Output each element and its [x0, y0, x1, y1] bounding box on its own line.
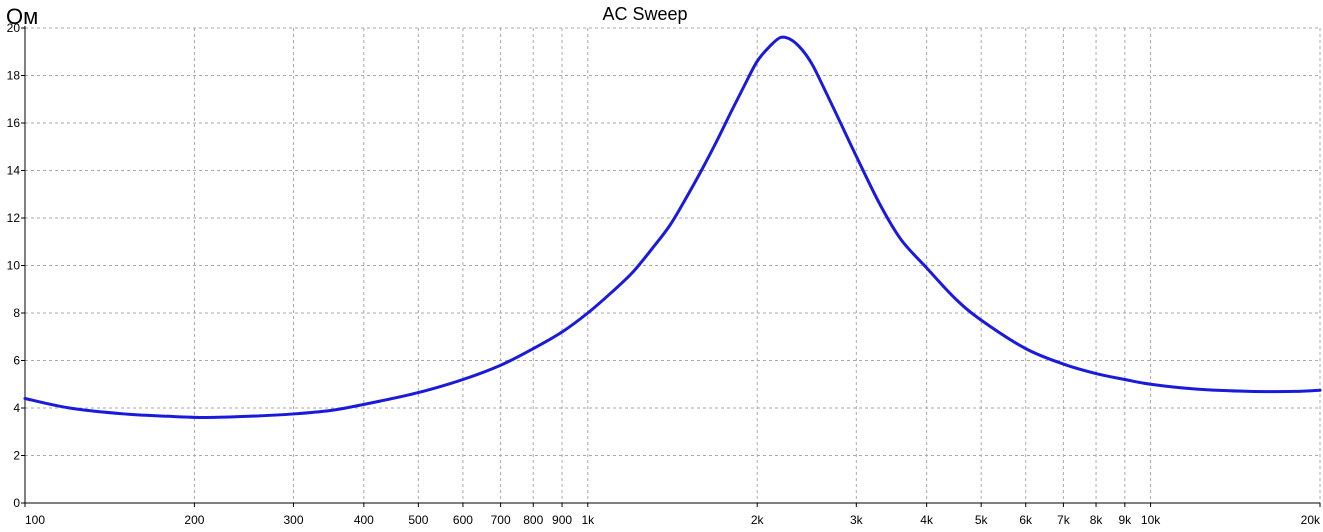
x-tick-label: 20k: [1301, 513, 1321, 527]
axes: [21, 26, 1321, 507]
x-tick-label: 700: [491, 513, 511, 527]
x-tick-label: 5k: [975, 513, 989, 527]
y-tick-label: 18: [7, 69, 21, 83]
x-tick-label: 200: [184, 513, 204, 527]
y-tick-label: 6: [13, 354, 20, 368]
y-axis-unit-label: Ом: [6, 4, 38, 29]
x-tick-label: 3k: [850, 513, 864, 527]
x-tick-label: 9k: [1118, 513, 1132, 527]
x-tick-label: 600: [453, 513, 473, 527]
x-tick-label: 900: [552, 513, 572, 527]
y-tick-label: 20: [7, 21, 21, 35]
impedance-series-line: [23, 35, 1322, 419]
x-tick-label: 500: [408, 513, 428, 527]
tick-labels: 100 200 300 400 500 600 700 800 900 1k 2k 3k 4k 5k 6k 7…: [7, 21, 1321, 527]
y-tick-label: 4: [13, 401, 20, 415]
chart-title: AC Sweep: [602, 4, 687, 24]
x-tick-label: 6k: [1019, 513, 1033, 527]
x-tick-label: 800: [523, 513, 543, 527]
series-layer: [23, 35, 1322, 419]
x-tick-label: 100: [25, 513, 45, 527]
x-tick-label: 400: [354, 513, 374, 527]
y-tick-label: 14: [7, 164, 21, 178]
y-tick-label: 2: [13, 449, 20, 463]
x-tick-label: 1k: [581, 513, 595, 527]
y-tick-label: 10: [7, 259, 21, 273]
y-tick-label: 12: [7, 211, 21, 225]
x-tick-label: 4k: [920, 513, 934, 527]
y-tick-label: 16: [7, 116, 21, 130]
x-tick-label: 10k: [1141, 513, 1161, 527]
y-tick-label: 0: [13, 496, 20, 510]
gridlines: [25, 27, 1321, 503]
x-tick-label: 300: [284, 513, 304, 527]
x-tick-label: 8k: [1090, 513, 1104, 527]
x-tick-label: 2k: [751, 513, 765, 527]
y-tick-label: 8: [13, 306, 20, 320]
x-tick-label: 7k: [1057, 513, 1071, 527]
